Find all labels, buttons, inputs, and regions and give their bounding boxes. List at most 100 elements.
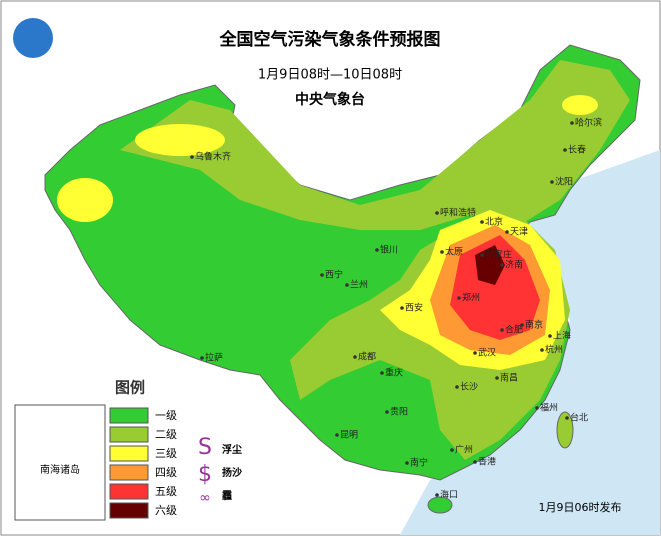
legend-label: 四级 xyxy=(155,466,177,479)
city-dot xyxy=(380,371,384,375)
city-label: 重庆 xyxy=(385,367,403,379)
city-dot xyxy=(455,385,459,389)
city-dot xyxy=(385,410,389,414)
city-dot xyxy=(500,263,504,267)
legend-label: 一级 xyxy=(155,409,177,422)
city-label: 南京 xyxy=(525,319,543,331)
city-label: 呼和浩特 xyxy=(440,207,476,219)
city-dot xyxy=(375,248,379,252)
city-dot xyxy=(200,356,204,360)
city-label: 乌鲁木齐 xyxy=(195,151,231,163)
symbol-label: 扬沙 xyxy=(222,466,242,479)
city-label: 北京 xyxy=(485,216,503,228)
zone-level3 xyxy=(57,178,113,222)
symbol-label: 霾 xyxy=(222,490,232,502)
issuer: 中央气象台 xyxy=(295,91,365,108)
city-label: 长沙 xyxy=(460,381,478,393)
hainan xyxy=(427,496,453,514)
zone-level3 xyxy=(562,95,598,115)
city-label: 郑州 xyxy=(462,292,480,304)
city-label: 福州 xyxy=(540,402,558,414)
city-label: 天津 xyxy=(510,227,528,238)
city-label: 上海 xyxy=(553,330,571,342)
legend-swatch xyxy=(109,464,149,481)
legend-label: 六级 xyxy=(155,504,177,517)
city-label: 长春 xyxy=(568,144,586,156)
city-dot xyxy=(473,460,477,464)
city-dot xyxy=(505,230,509,234)
inset-label: 南海诸岛 xyxy=(40,463,80,476)
city-label: 西宁 xyxy=(325,269,343,281)
legend-swatch xyxy=(109,426,149,443)
city-dot xyxy=(457,296,461,300)
city-label: 西安 xyxy=(405,302,423,314)
city-dot xyxy=(548,334,552,338)
city-label: 沈阳 xyxy=(555,176,573,188)
city-label: 南昌 xyxy=(500,372,518,384)
city-label: 石家庄 xyxy=(485,249,512,261)
symbol-dust: S xyxy=(198,435,212,460)
zone-level5 xyxy=(450,235,540,340)
legend-label: 五级 xyxy=(155,485,177,498)
city-label: 成都 xyxy=(358,351,376,363)
city-dot xyxy=(563,148,567,152)
legend-swatch xyxy=(109,502,149,519)
city-dot xyxy=(440,250,444,254)
city-dot xyxy=(550,180,554,184)
period: 1月9日08时—10日08时 xyxy=(258,68,402,83)
city-dot xyxy=(500,328,504,332)
zone-level3 xyxy=(135,124,225,156)
city-label: 济南 xyxy=(505,259,523,271)
city-label: 南宁 xyxy=(410,457,428,469)
city-dot xyxy=(435,211,439,215)
city-dot xyxy=(335,433,339,437)
city-label: 太原 xyxy=(445,246,463,258)
city-dot xyxy=(495,376,499,380)
city-label: 广州 xyxy=(455,444,473,456)
city-label: 合肥 xyxy=(505,324,523,336)
city-dot xyxy=(190,155,194,159)
city-label: 兰州 xyxy=(350,279,368,291)
city-label: 杭州 xyxy=(545,344,563,356)
legend-title: 图例 xyxy=(115,379,145,397)
city-dot xyxy=(353,355,357,359)
city-label: 香港 xyxy=(478,456,496,468)
city-dot xyxy=(405,461,409,465)
city-dot xyxy=(540,348,544,352)
footer: 1月9日06时发布 xyxy=(539,500,622,514)
legend-label: 三级 xyxy=(155,447,177,460)
taiwan xyxy=(556,411,574,449)
inset-box xyxy=(14,404,106,521)
legend-swatch xyxy=(109,445,149,462)
legend-swatch xyxy=(109,483,149,500)
zone-level2 xyxy=(120,60,630,230)
city-dot xyxy=(320,273,324,277)
city-label: 台北 xyxy=(570,412,588,424)
city-dot xyxy=(535,406,539,410)
title: 全国空气污染气象条件预报图 xyxy=(219,29,441,50)
city-dot xyxy=(473,351,477,355)
city-label: 昆明 xyxy=(340,430,358,441)
city-dot xyxy=(520,323,524,327)
city-label: 海口 xyxy=(440,489,458,501)
logo xyxy=(13,18,53,58)
city-dot xyxy=(345,283,349,287)
legend-label: 二级 xyxy=(155,428,177,441)
symbol-haze: ∞ xyxy=(199,490,211,506)
city-label: 武汉 xyxy=(478,347,496,359)
city-dot xyxy=(480,253,484,257)
sea xyxy=(400,150,660,535)
city-dot xyxy=(570,121,574,125)
city-label: 哈尔滨 xyxy=(575,117,602,129)
city-label: 拉萨 xyxy=(205,352,223,364)
city-dot xyxy=(450,448,454,452)
city-dot xyxy=(565,416,569,420)
legend-swatch xyxy=(109,407,149,424)
symbol-sand: $ xyxy=(198,462,212,487)
city-dot xyxy=(480,220,484,224)
city-label: 银川 xyxy=(380,244,398,256)
city-dot xyxy=(400,306,404,310)
city-label: 贵阳 xyxy=(390,406,408,418)
